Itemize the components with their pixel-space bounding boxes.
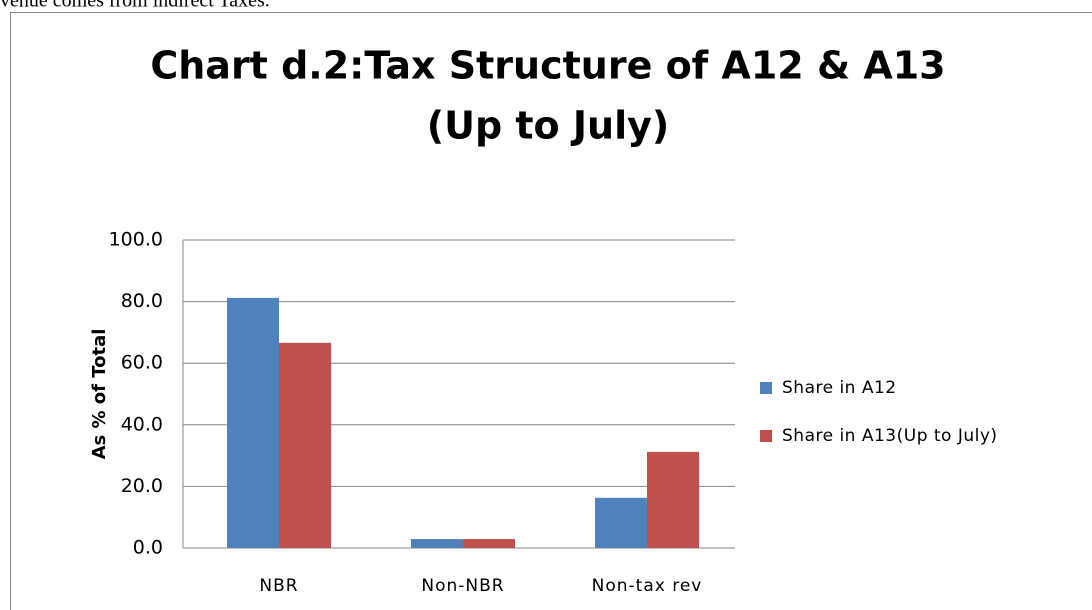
legend-swatch [760,430,772,442]
x-tick-label: Non-tax rev [592,576,703,596]
bar [279,342,331,548]
bar [411,539,463,548]
y-tick-label: 100.0 [109,229,163,251]
y-tick-label: 80.0 [121,290,163,312]
legend-label: Share in A12 [782,378,897,398]
bar [647,451,699,548]
legend-swatch [760,382,772,394]
chart-title: Chart d.2:Tax Structure of A12 & A13 [150,44,945,88]
bar [595,497,647,548]
y-tick-label: 0.0 [133,537,163,559]
chart-border [10,12,1092,610]
bar [227,297,279,548]
y-tick-label: 60.0 [121,352,163,374]
y-tick-label: 20.0 [121,475,163,497]
chart-title: (Up to July) [427,104,670,148]
x-tick-label: Non-NBR [421,576,504,596]
y-axis-label: As % of Total [89,329,110,460]
context-text: venue comes from indirect Taxes. [0,0,270,12]
x-tick-label: NBR [259,576,298,596]
y-tick-label: 40.0 [121,413,163,435]
bar [463,539,515,548]
legend-label: Share in A13(Up to July) [782,426,998,446]
